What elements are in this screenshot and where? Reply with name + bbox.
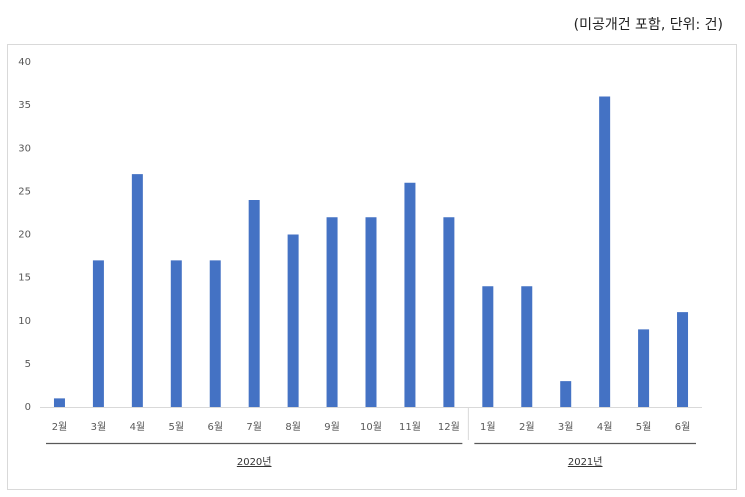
bar	[638, 329, 650, 407]
bar	[365, 217, 377, 407]
chart-caption: (미공개건 포함, 단위: 건)	[573, 17, 723, 33]
x-tick-label: 11월	[399, 421, 421, 433]
bar	[482, 286, 494, 407]
bar	[209, 260, 221, 407]
x-tick-label: 3월	[91, 421, 107, 433]
y-tick-label: 40	[18, 57, 31, 68]
y-tick-label: 20	[18, 230, 31, 241]
bar	[287, 234, 299, 407]
bar	[560, 381, 572, 407]
x-tick-label: 6월	[207, 421, 223, 433]
x-tick-label: 1월	[480, 421, 496, 433]
y-tick-label: 0	[25, 402, 31, 413]
group-label: 2020년	[237, 456, 272, 468]
x-tick-label: 4월	[597, 421, 613, 433]
bar	[521, 286, 533, 407]
y-tick-label: 30	[18, 143, 31, 154]
x-tick-label: 5월	[636, 421, 652, 433]
bar	[326, 217, 338, 407]
x-tick-label: 2월	[52, 421, 68, 433]
x-tick-label: 9월	[324, 421, 340, 433]
x-tick-label: 7월	[246, 421, 262, 433]
x-tick-label: 10월	[360, 421, 382, 433]
x-tick-label: 6월	[675, 421, 691, 433]
y-tick-label: 35	[18, 100, 31, 111]
bar	[599, 96, 611, 407]
bar	[53, 398, 65, 407]
bar	[404, 182, 416, 407]
y-tick-label: 25	[18, 186, 31, 197]
x-tick-label: 12월	[438, 421, 460, 433]
y-tick-label: 10	[18, 316, 31, 327]
bar	[131, 174, 143, 407]
bar	[170, 260, 182, 407]
x-tick-label: 8월	[285, 421, 301, 433]
bar	[443, 217, 455, 407]
bar	[677, 312, 689, 407]
bar	[92, 260, 104, 407]
x-tick-label: 4월	[130, 421, 146, 433]
x-tick-label: 3월	[558, 421, 574, 433]
y-tick-label: 15	[18, 273, 31, 284]
group-label: 2021년	[568, 456, 603, 468]
bar	[248, 200, 260, 407]
x-tick-label: 5월	[169, 421, 185, 433]
y-tick-label: 5	[25, 359, 31, 370]
x-tick-label: 2월	[519, 421, 535, 433]
